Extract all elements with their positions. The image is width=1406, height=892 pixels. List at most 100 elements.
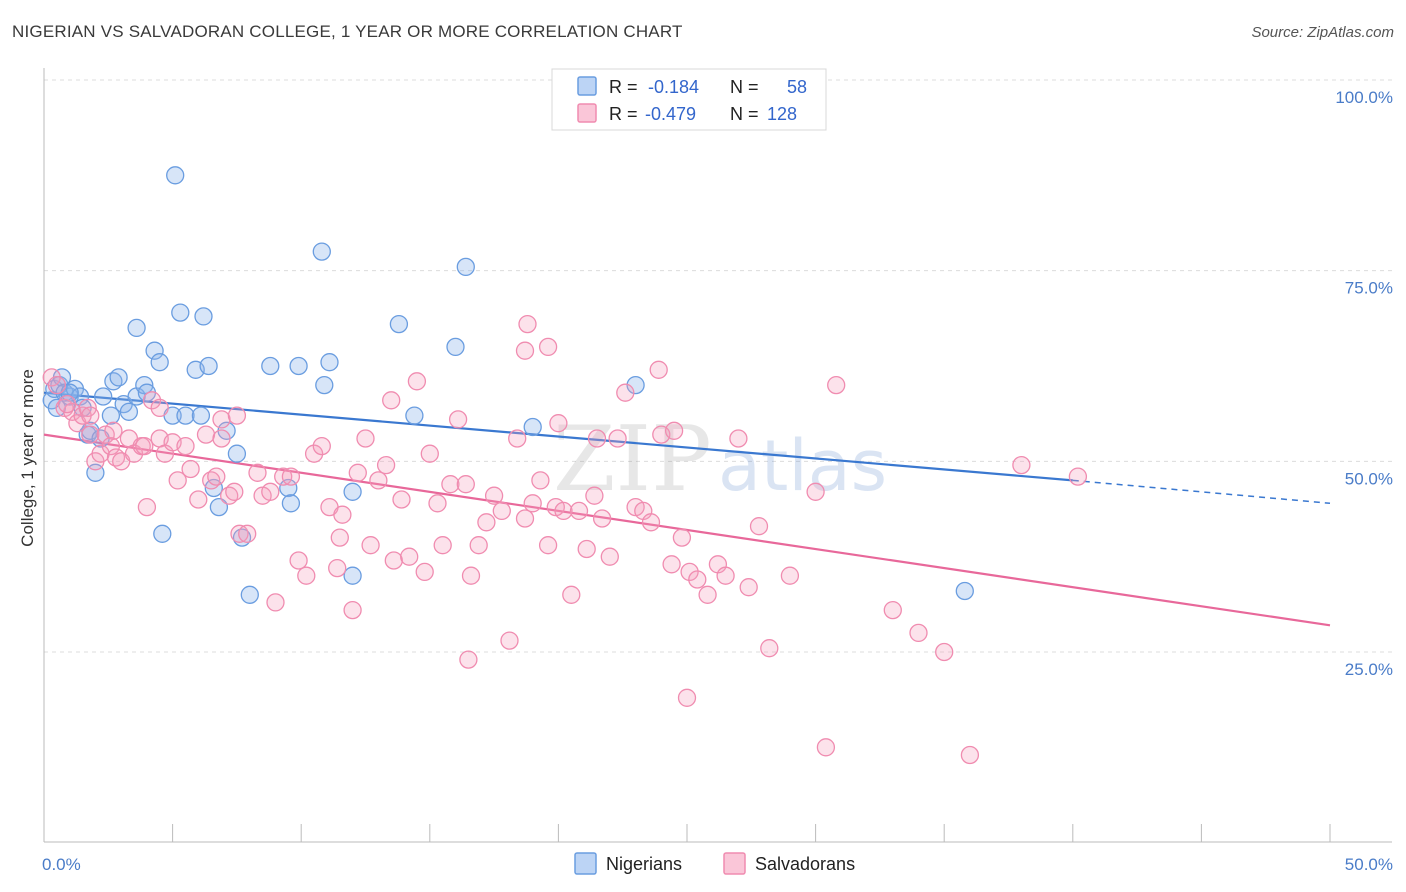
- point-salvadorans-68: [492, 501, 511, 521]
- point-nigerians-42: [320, 353, 339, 372]
- point-salvadorans-87: [641, 513, 661, 532]
- point-salvadorans-100: [780, 566, 800, 585]
- point-nigerians-53: [194, 307, 213, 326]
- point-salvadorans-99: [760, 639, 779, 658]
- axes: [43, 68, 1392, 843]
- point-salvadorans-40: [289, 551, 308, 570]
- point-nigerians-33: [227, 444, 247, 463]
- point-salvadorans-80: [585, 486, 604, 505]
- legend-n-label-1: N =: [730, 77, 759, 97]
- point-salvadorans-120: [81, 406, 100, 425]
- watermark-atlas: atlas: [718, 425, 887, 507]
- point-salvadorans-56: [407, 372, 427, 391]
- point-nigerians-23: [150, 353, 169, 372]
- point-nigerians-41: [315, 375, 334, 395]
- point-nigerians-45: [389, 314, 409, 334]
- point-nigerians-52: [127, 318, 146, 338]
- y-tick-label-100: 100.0%: [1335, 88, 1393, 107]
- point-salvadorans-81: [592, 509, 612, 528]
- point-salvadorans-26: [196, 425, 216, 444]
- watermark: ZIP atlas: [553, 407, 887, 512]
- point-salvadorans-15: [124, 444, 144, 463]
- legend-r-value-2: -0.479: [645, 104, 696, 124]
- y-tick-label-75: 75.0%: [1345, 279, 1393, 298]
- point-nigerians-38: [281, 494, 301, 513]
- point-salvadorans-108: [1012, 455, 1031, 475]
- chart-title: NIGERIAN VS SALVADORAN COLLEGE, 1 YEAR O…: [12, 22, 683, 41]
- point-salvadorans-123: [135, 436, 154, 456]
- point-salvadorans-114: [518, 314, 537, 334]
- point-salvadorans-97: [739, 578, 758, 597]
- point-salvadorans-50: [361, 536, 380, 555]
- point-nigerians-57: [153, 524, 172, 543]
- point-salvadorans-113: [538, 337, 558, 357]
- point-salvadorans-62: [448, 410, 468, 429]
- point-nigerians-46: [405, 406, 424, 425]
- point-salvadorans-11: [101, 436, 121, 456]
- bottom-legend-label-salvadorans: Salvadorans: [755, 854, 855, 874]
- point-salvadorans-72: [523, 494, 542, 513]
- x-tick-label-50: 50.0%: [1345, 855, 1393, 874]
- grid-lines: [44, 79, 1392, 653]
- point-salvadorans-64: [461, 566, 481, 585]
- tick-labels: 25.0% 50.0% 75.0% 100.0% 0.0% 50.0%: [42, 88, 1393, 874]
- legend-swatch-nigerians: [577, 76, 597, 96]
- point-salvadorans-84: [616, 383, 635, 402]
- point-salvadorans-98: [749, 517, 769, 536]
- data-points: [42, 166, 1088, 765]
- point-salvadorans-38: [274, 467, 293, 486]
- chart-source: Source: ZipAtlas.com: [1251, 24, 1394, 41]
- bottom-legend-label-nigerians: Nigerians: [606, 854, 682, 874]
- point-salvadorans-7: [81, 425, 100, 444]
- point-salvadorans-59: [428, 494, 447, 513]
- y-axis-label: College, 1 year or more: [18, 369, 37, 547]
- point-salvadorans-91: [680, 562, 699, 582]
- point-salvadorans-52: [376, 455, 396, 475]
- legend-swatch-salvadorans: [577, 103, 597, 123]
- legend-r-label-2: R =: [609, 104, 638, 124]
- point-nigerians-14: [101, 406, 121, 425]
- bottom-legend-swatch-salvadorans: [723, 852, 746, 875]
- point-nigerians-31: [209, 497, 229, 517]
- point-salvadorans-79: [577, 539, 596, 559]
- point-salvadorans-126: [587, 429, 607, 448]
- point-salvadorans-110: [459, 650, 478, 669]
- legend-n-value-2: 128: [767, 104, 797, 124]
- watermark-zip: ZIP: [553, 407, 712, 512]
- point-salvadorans-22: [168, 471, 187, 490]
- trendline-salvadorans: [43, 433, 1331, 627]
- point-salvadorans-25: [189, 490, 208, 509]
- point-nigerians-40: [312, 242, 331, 261]
- point-salvadorans-118: [330, 528, 349, 547]
- point-nigerians-25: [166, 166, 185, 185]
- point-salvadorans-74: [538, 536, 558, 555]
- trendline-nigerians-extension: [1072, 479, 1331, 505]
- point-salvadorans-47: [343, 600, 362, 620]
- point-salvadorans-89: [662, 555, 681, 574]
- point-nigerians-37: [279, 478, 298, 498]
- point-salvadorans-42: [304, 444, 324, 463]
- point-salvadorans-49: [356, 429, 375, 448]
- point-salvadorans-119: [382, 391, 401, 410]
- point-salvadorans-37: [266, 593, 285, 612]
- point-salvadorans-127: [664, 421, 684, 440]
- x-tick-label-0: 0.0%: [42, 855, 81, 874]
- point-nigerians-39: [289, 356, 308, 376]
- point-salvadorans-83: [608, 429, 627, 448]
- point-salvadorans-32: [230, 524, 249, 543]
- y-tick-label-50: 50.0%: [1345, 469, 1393, 488]
- point-salvadorans-34: [248, 463, 267, 482]
- point-salvadorans-106: [935, 642, 954, 662]
- point-salvadorans-23: [176, 436, 195, 456]
- y-tick-label-25: 25.0%: [1345, 660, 1393, 679]
- point-salvadorans-65: [469, 536, 488, 555]
- point-salvadorans-111: [677, 688, 697, 707]
- point-salvadorans-95: [716, 566, 735, 585]
- point-salvadorans-24: [181, 459, 200, 479]
- point-nigerians-28: [191, 406, 211, 425]
- point-salvadorans-31: [225, 482, 244, 501]
- point-salvadorans-70: [508, 429, 527, 448]
- point-nigerians-29: [199, 356, 218, 376]
- bottom-legend: Nigerians Salvadorans: [574, 852, 855, 875]
- point-salvadorans-92: [688, 570, 707, 589]
